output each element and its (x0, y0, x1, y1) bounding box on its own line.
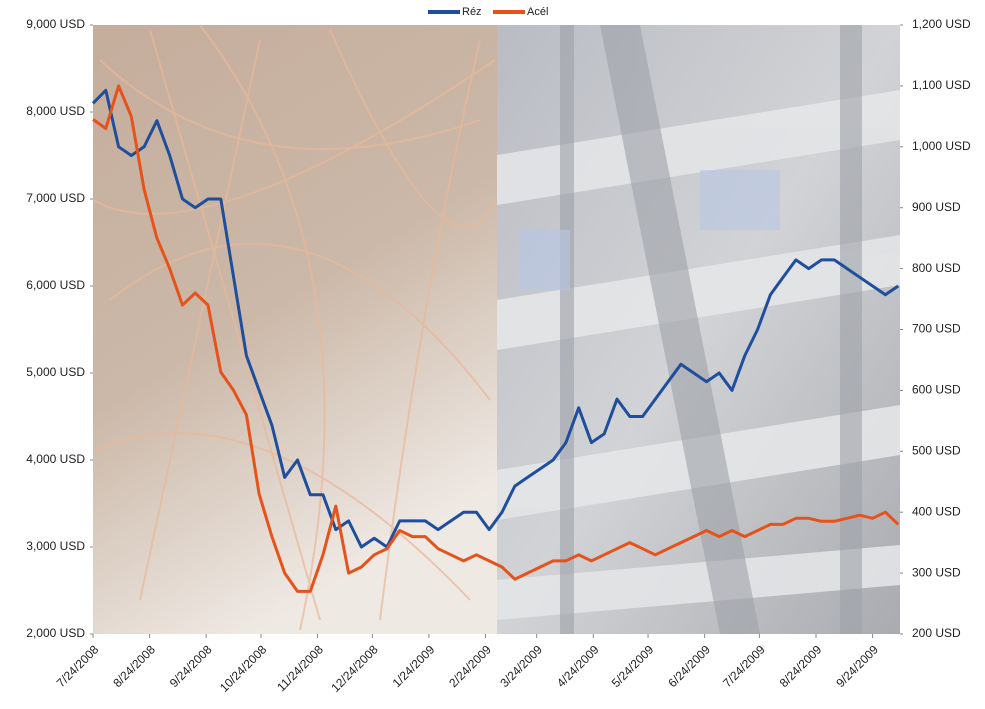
x-tick-label: 3/24/2009 (497, 642, 545, 690)
y2-tick-label: 300 USD (912, 565, 961, 579)
x-tick-label: 4/24/2009 (554, 642, 602, 690)
y2-tick-label: 600 USD (912, 383, 961, 397)
x-tick-label: 2/24/2009 (446, 642, 494, 690)
x-tick-label: 9/24/2008 (167, 642, 215, 690)
y2-tick-label: 400 USD (912, 504, 961, 518)
legend: Réz Acél (428, 6, 548, 18)
y-tick-label: 2,000 USD (26, 626, 85, 640)
legend-label: Acél (527, 6, 548, 18)
y2-tick-label: 500 USD (912, 443, 961, 457)
x-tick-label: 12/24/2008 (328, 642, 381, 695)
x-tick-label: 9/24/2009 (833, 642, 881, 690)
x-tick-label: 8/24/2009 (777, 642, 825, 690)
x-tick-label: 6/24/2009 (665, 642, 713, 690)
y2-tick-label: 1,000 USD (912, 139, 971, 153)
y-tick-label: 3,000 USD (26, 539, 85, 553)
legend-label: Réz (462, 6, 482, 18)
y2-tick-label: 700 USD (912, 322, 961, 336)
x-tick-label: 11/24/2008 (274, 642, 326, 694)
x-tick-label: 1/24/2009 (390, 642, 438, 690)
y-tick-label: 7,000 USD (26, 191, 85, 205)
x-tick-label: 7/24/2009 (720, 642, 768, 690)
y-tick-label: 5,000 USD (26, 365, 85, 379)
y2-tick-label: 200 USD (912, 626, 961, 640)
y-tick-label: 4,000 USD (26, 452, 85, 466)
y2-tick-label: 1,100 USD (912, 78, 971, 92)
y2-tick-label: 900 USD (912, 200, 961, 214)
y2-tick-label: 1,200 USD (912, 17, 971, 31)
y-tick-label: 6,000 USD (26, 278, 85, 292)
x-tick-label: 8/24/2008 (110, 642, 158, 690)
y-tick-label: 8,000 USD (26, 104, 85, 118)
x-tick-label: 5/24/2009 (609, 642, 657, 690)
x-tick-label: 7/24/2008 (54, 642, 102, 690)
background (92, 24, 900, 634)
y-tick-label: 9,000 USD (26, 17, 85, 31)
x-tick-label: 10/24/2008 (217, 642, 270, 695)
line (92, 84, 900, 593)
line (91, 88, 900, 549)
y2-tick-label: 800 USD (912, 261, 961, 275)
